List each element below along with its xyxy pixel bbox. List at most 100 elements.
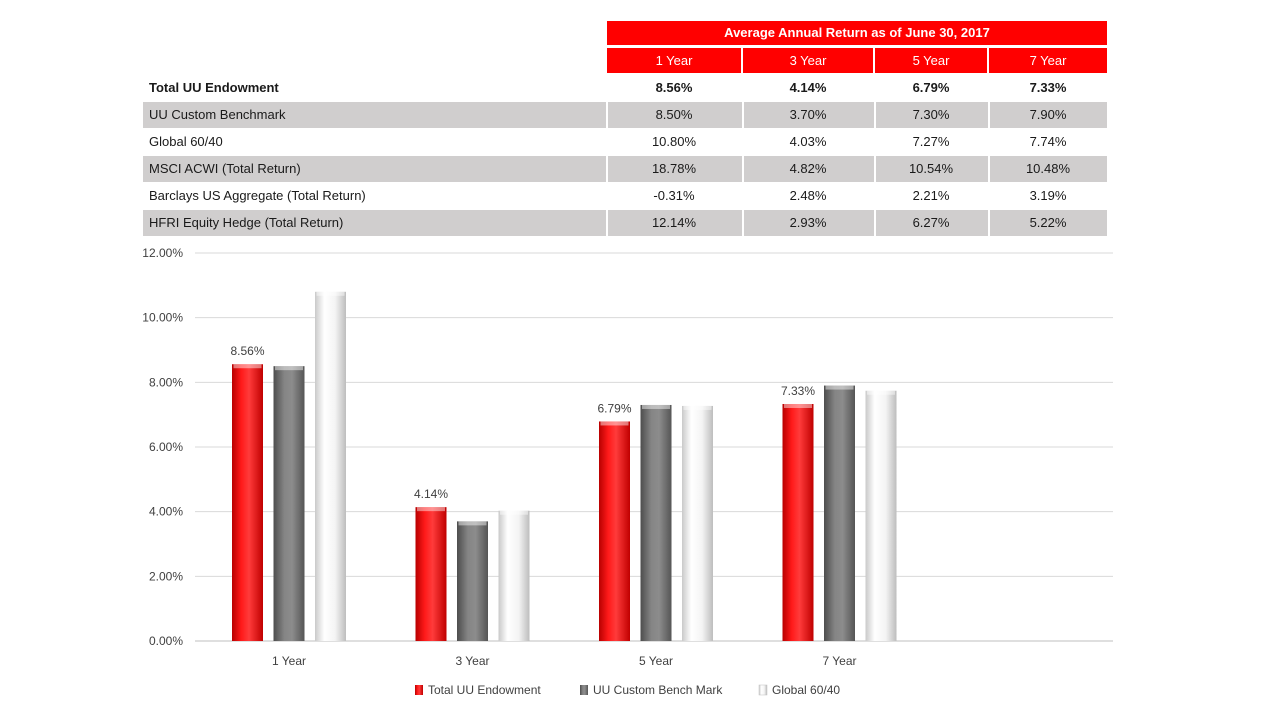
bar xyxy=(865,390,897,641)
column-separator xyxy=(988,210,990,236)
row-value: 10.54% xyxy=(908,161,954,176)
data-label: 8.56% xyxy=(230,344,264,358)
table-title: Average Annual Return as of June 30, 201… xyxy=(607,21,1107,45)
row-value: 8.50% xyxy=(655,107,693,122)
returns-table: Average Annual Return as of June 30, 201… xyxy=(0,0,1280,240)
bar-highlight xyxy=(825,385,854,390)
data-label: 6.79% xyxy=(597,401,631,415)
row-value: 2.93% xyxy=(789,215,827,230)
column-header-7-year: 7 Year xyxy=(989,48,1107,73)
legend-item: Total UU Endowment xyxy=(415,683,541,697)
row-value: 7.74% xyxy=(1029,134,1067,149)
row-label: MSCI ACWI (Total Return) xyxy=(149,161,301,176)
returns-bar-chart: 0.00% 2.00% 4.00% 6.00% 8.00% 10.00% 12.00% 8.5… xyxy=(142,246,1113,697)
column-separator xyxy=(742,156,744,182)
legend-swatch xyxy=(758,684,768,696)
column-header-3-year: 3 Year xyxy=(743,48,873,73)
bar-body xyxy=(457,521,488,641)
column-separator xyxy=(874,210,876,236)
bar xyxy=(599,421,630,641)
bar xyxy=(640,404,672,641)
data-label: 7.33% xyxy=(781,384,815,398)
legend-swatch xyxy=(580,685,588,695)
table-row: UU Custom Benchmark 8.50% 3.70% 7.30% 7.90% xyxy=(143,102,1107,128)
x-tick-label: 3 Year xyxy=(455,654,489,668)
bar-body xyxy=(273,366,305,641)
row-value: 7.33% xyxy=(1029,80,1067,95)
legend-label: UU Custom Bench Mark xyxy=(593,683,723,697)
bar-highlight xyxy=(683,405,712,410)
bar xyxy=(824,385,855,641)
column-separator xyxy=(742,210,744,236)
bar-highlight xyxy=(275,366,303,371)
bar-highlight xyxy=(784,403,812,408)
bar-highlight xyxy=(600,421,629,426)
row-value: 7.90% xyxy=(1029,107,1067,122)
bar xyxy=(315,291,346,641)
row-value: 5.22% xyxy=(1029,215,1067,230)
row-value: 4.03% xyxy=(789,134,827,149)
bar xyxy=(498,510,530,641)
bar-body xyxy=(682,405,713,641)
legend-label: Global 60/40 xyxy=(772,683,840,697)
bar-body xyxy=(782,403,814,641)
bar xyxy=(682,405,713,641)
bar-body xyxy=(232,364,263,641)
bar-body xyxy=(315,291,346,641)
y-tick-label: 10.00% xyxy=(142,311,183,325)
bar xyxy=(782,403,814,641)
legend-item: Global 60/40 xyxy=(758,683,840,697)
row-value: 3.70% xyxy=(789,107,827,122)
row-value: 4.14% xyxy=(789,80,827,95)
row-value: 2.21% xyxy=(912,188,950,203)
row-value: 6.79% xyxy=(912,80,950,95)
y-tick-label: 4.00% xyxy=(149,505,183,519)
row-value: 4.82% xyxy=(789,161,827,176)
column-separator xyxy=(988,156,990,182)
column-separator xyxy=(742,102,744,128)
bar-highlight xyxy=(867,390,895,395)
legend-item: UU Custom Bench Mark xyxy=(580,683,723,697)
bar-highlight xyxy=(458,521,487,526)
row-value: 2.48% xyxy=(789,188,827,203)
row-value: 8.56% xyxy=(655,80,693,95)
x-tick-label: 7 Year xyxy=(822,654,856,668)
bar-highlight xyxy=(316,291,345,296)
column-header-1-year: 1 Year xyxy=(607,48,741,73)
row-value: -0.31% xyxy=(653,188,695,203)
column-separator xyxy=(988,102,990,128)
table-row: MSCI ACWI (Total Return) 18.78% 4.82% 10.54… xyxy=(143,156,1107,182)
row-label: HFRI Equity Hedge (Total Return) xyxy=(149,215,344,230)
bar xyxy=(457,521,488,641)
bar-body xyxy=(865,390,897,641)
column-separator xyxy=(874,156,876,182)
table-row: Total UU Endowment 8.56% 4.14% 6.79% 7.33% xyxy=(143,75,1107,101)
y-tick-label: 2.00% xyxy=(149,569,183,583)
row-label: Total UU Endowment xyxy=(149,80,279,95)
bar-body xyxy=(824,385,855,641)
bar-body xyxy=(599,421,630,641)
data-label: 4.14% xyxy=(414,487,448,501)
y-tick-label: 12.00% xyxy=(142,246,183,260)
column-separator xyxy=(874,102,876,128)
row-value: 12.14% xyxy=(651,215,697,230)
bar xyxy=(232,364,263,641)
y-tick-label: 0.00% xyxy=(149,634,183,648)
table-row: Global 60/40 10.80% 4.03% 7.27% 7.74% xyxy=(143,129,1107,155)
y-tick-label: 8.00% xyxy=(149,375,183,389)
bar-highlight xyxy=(642,404,670,409)
table-row: Barclays US Aggregate (Total Return) -0.3… xyxy=(143,183,1107,209)
row-value: 10.80% xyxy=(651,134,697,149)
row-label: Global 60/40 xyxy=(149,134,223,149)
row-value: 18.78% xyxy=(651,161,697,176)
row-label: UU Custom Benchmark xyxy=(149,107,286,122)
x-tick-label: 5 Year xyxy=(639,654,673,668)
row-value: 6.27% xyxy=(912,215,950,230)
y-tick-label: 6.00% xyxy=(149,440,183,454)
x-tick-label: 1 Year xyxy=(272,654,306,668)
table-row: HFRI Equity Hedge (Total Return) 12.14% 2.… xyxy=(143,210,1107,236)
bar-body xyxy=(415,507,447,641)
column-separator xyxy=(606,102,608,128)
row-value: 10.48% xyxy=(1025,161,1071,176)
bar xyxy=(415,507,447,641)
